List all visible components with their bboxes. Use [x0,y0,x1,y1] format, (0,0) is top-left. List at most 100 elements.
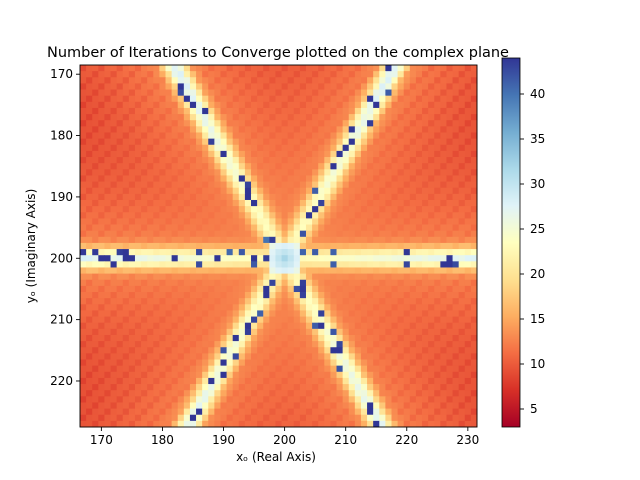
heatmap-cell [104,107,111,115]
heatmap-cell [263,359,270,367]
heatmap-cell [171,230,179,238]
heatmap-cell [159,236,166,244]
heatmap-cell [409,316,417,324]
heatmap-cell [452,175,460,182]
heatmap-cell [220,377,227,385]
heatmap-cell [312,341,319,348]
heatmap-cell [336,114,344,121]
heatmap-cell [434,279,441,287]
heatmap-cell [373,187,380,195]
heatmap-cell [452,255,460,262]
heatmap-cell [116,365,124,373]
heatmap-cell [385,261,392,268]
heatmap-cell [415,353,423,360]
heatmap-cell [354,408,362,416]
heatmap-cell [104,341,111,348]
heatmap-cell [415,420,423,428]
heatmap-cell [287,267,295,275]
heatmap-cell [434,95,441,103]
heatmap-cell [348,285,356,293]
heatmap-cell [330,390,337,397]
heatmap-cell [257,138,264,146]
heatmap-cell [165,328,173,336]
heatmap-cell [281,144,289,152]
heatmap-cell [147,132,154,140]
heatmap-cell [403,144,411,152]
heatmap-cell [324,212,331,219]
heatmap-cell [232,114,240,121]
heatmap-cell [110,77,118,84]
heatmap-cell [80,322,87,330]
heatmap-cell [428,120,435,127]
heatmap-cell [159,101,166,109]
heatmap-cell [458,377,466,385]
heatmap-cell [263,224,270,232]
heatmap-cell [452,420,460,428]
heatmap-cell [452,316,460,324]
heatmap-cell [360,120,368,127]
heatmap-cell [287,236,295,244]
heatmap-cell [360,163,368,170]
heatmap-cell [147,414,154,422]
heatmap-cell [110,199,118,207]
heatmap-cell [409,420,417,428]
heatmap-cell [452,193,460,201]
heatmap-cell [269,408,276,416]
heatmap-cell [348,77,356,84]
heatmap-cell [458,359,466,367]
heatmap-cell [275,187,282,195]
heatmap-cell [348,304,356,311]
heatmap-cell [214,206,221,213]
heatmap-cell [305,138,313,146]
heatmap-cell [104,292,111,299]
heatmap-cell [440,304,447,311]
heatmap-cell [446,236,453,244]
heatmap-cell [336,249,344,256]
heatmap-cell [330,285,337,293]
heatmap-cell [305,341,313,348]
heatmap-cell [305,89,313,97]
heatmap-cell [458,420,466,428]
heatmap-cell [251,341,258,348]
heatmap-cell [464,157,472,164]
heatmap-cell [354,359,362,367]
heatmap-cell [159,132,166,140]
heatmap-cell [446,163,453,170]
heatmap-cell [275,371,282,379]
heatmap-cell [428,359,435,367]
heatmap-cell [251,298,258,305]
heatmap-cell [171,71,179,78]
heatmap-cell [373,322,380,330]
heatmap-cell [244,144,252,152]
heatmap-cell [226,107,234,115]
heatmap-cell [415,359,423,367]
heatmap-cell [171,384,179,391]
heatmap-cell [397,359,405,367]
heatmap-cell [189,298,197,305]
heatmap-cell [360,101,368,109]
heatmap-cell [305,230,313,238]
heatmap-cell [80,371,87,379]
heatmap-cell [196,377,203,385]
heatmap-cell [379,65,386,72]
heatmap-cell [226,181,234,189]
heatmap-cell [128,267,136,275]
heatmap-cell [257,126,264,133]
heatmap-cell [171,101,179,109]
heatmap-cell [330,396,337,403]
heatmap-cell [324,181,331,189]
heatmap-cell [287,347,295,354]
heatmap-cell [470,390,478,397]
heatmap-cell [367,365,374,373]
heatmap-cell [379,175,386,182]
heatmap-cell [458,322,466,330]
heatmap-cell [312,249,319,256]
heatmap-cell [104,224,111,232]
heatmap-cell [208,138,215,146]
heatmap-cell [141,230,148,238]
heatmap-cell [434,292,441,299]
heatmap-cell [275,402,282,409]
heatmap-cell [434,249,441,256]
heatmap-cell [147,144,154,152]
heatmap-cell [263,236,270,244]
